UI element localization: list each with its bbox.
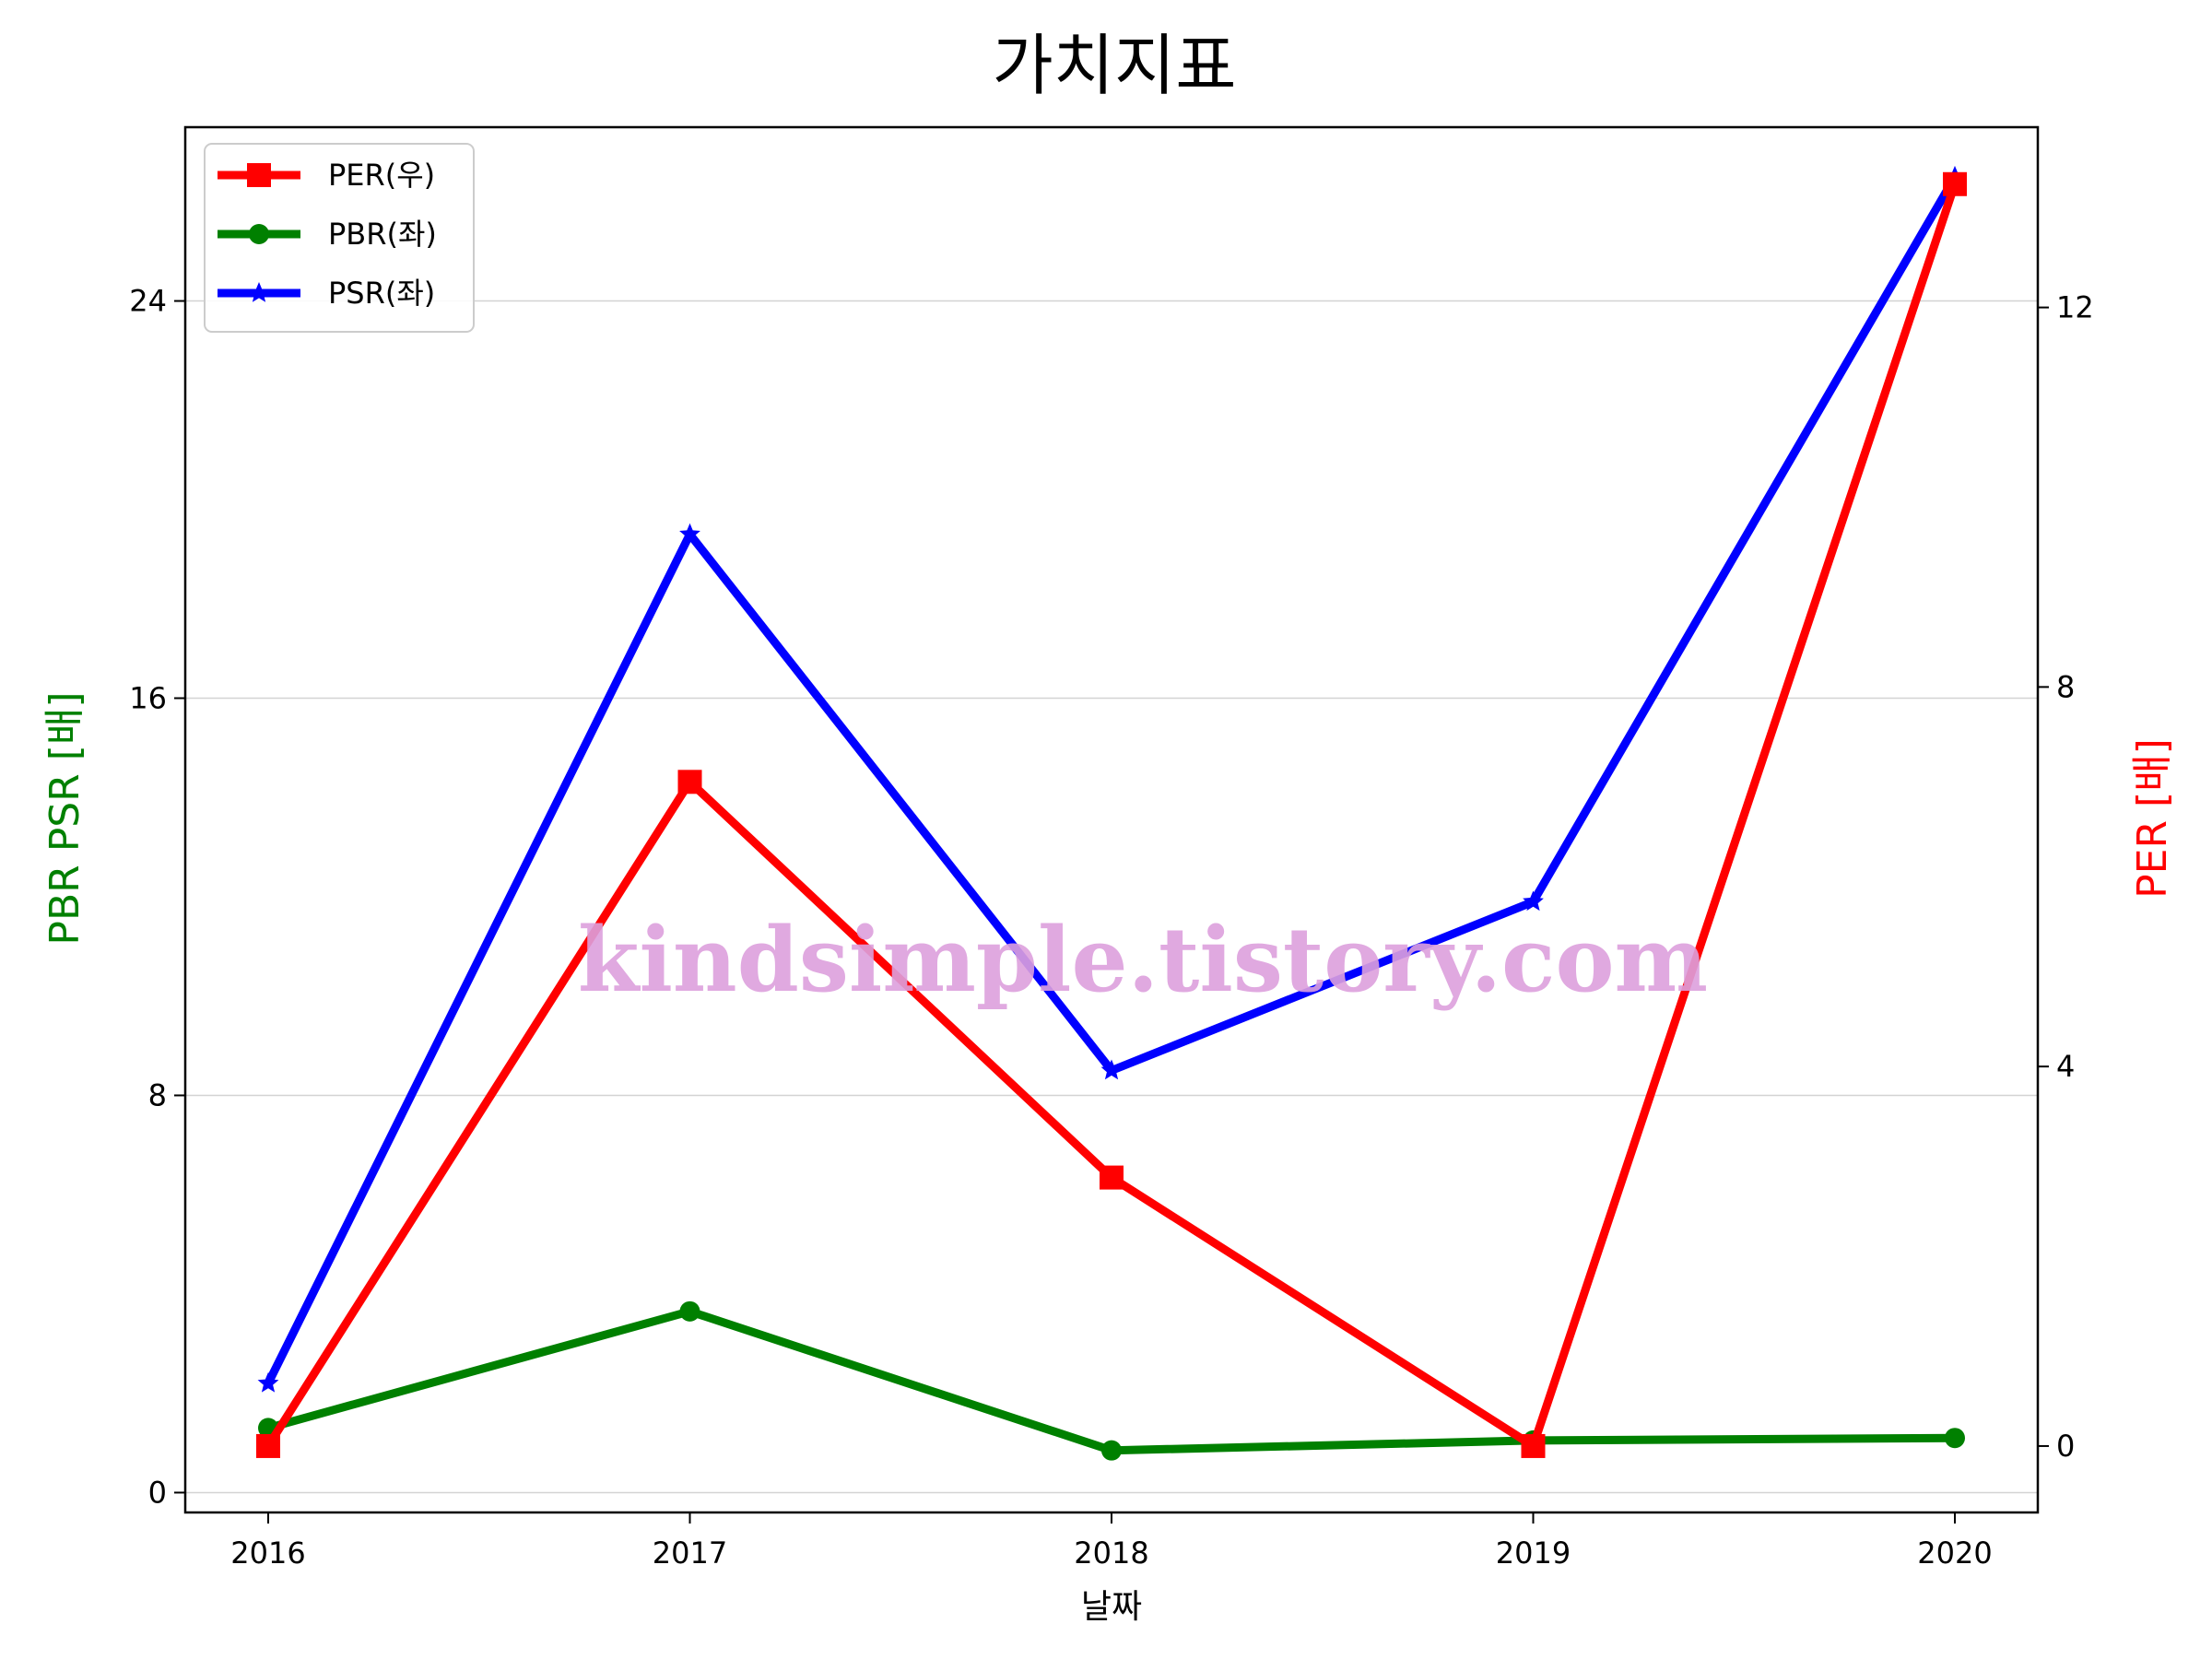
data-point-pbr [1945, 1428, 1965, 1449]
y-left-tick-label: 8 [148, 1077, 167, 1112]
x-tick-label: 2020 [1917, 1535, 1992, 1571]
x-tick-label: 2017 [653, 1535, 727, 1571]
watermark-text: kindsimple.tistory.com [578, 908, 1708, 1012]
data-point-per [1943, 171, 1967, 196]
legend-label-per: PER(우) [328, 158, 435, 193]
legend-box [204, 143, 475, 333]
y-right-tick-label: 12 [2056, 290, 2094, 325]
y-right-tick-label: 4 [2056, 1049, 2075, 1084]
watermark-layer: kindsimple.tistory.com [578, 908, 1708, 1012]
data-point-psr [1100, 1059, 1123, 1080]
y-axis-left: 0 8 16 24 [129, 284, 185, 1510]
data-point-psr [679, 523, 700, 544]
legend-marker-pbr [249, 224, 269, 244]
legend-label-pbr: PBR(좌) [328, 217, 437, 252]
y-axis-left-title: PBR PSR [배] [41, 691, 88, 945]
y-left-tick-label: 16 [129, 681, 167, 716]
data-point-pbr [1101, 1440, 1122, 1461]
legend-marker-per [247, 163, 271, 187]
x-axis-title: 날짜 [1081, 1588, 1142, 1626]
x-axis: 2016 2017 2018 2019 2020 [230, 1512, 1993, 1571]
legend: PER(우) PBR(좌) PSR(좌) [204, 143, 475, 333]
x-tick-label: 2018 [1074, 1535, 1148, 1571]
data-point-per [1521, 1433, 1546, 1458]
series-per [256, 171, 1967, 1458]
y-axis-right-title: PER [배] [2129, 738, 2176, 899]
data-point-per [677, 770, 702, 794]
data-point-per [256, 1433, 280, 1458]
y-right-tick-label: 8 [2056, 669, 2075, 704]
series-layer [256, 165, 1967, 1461]
chart-title: 가치지표 [993, 27, 1237, 104]
x-tick-label: 2019 [1496, 1535, 1571, 1571]
data-point-psr [257, 1371, 279, 1393]
legend-marker-psr [248, 282, 270, 302]
legend-label-psr: PSR(좌) [328, 276, 435, 311]
y-left-tick-label: 24 [129, 284, 167, 319]
x-tick-label: 2016 [230, 1535, 305, 1571]
data-point-per [1100, 1165, 1124, 1190]
y-axis-right: 0 4 8 12 [2038, 290, 2094, 1464]
data-point-pbr [679, 1300, 700, 1322]
y-left-tick-label: 0 [148, 1475, 167, 1510]
y-right-tick-label: 0 [2056, 1429, 2075, 1464]
data-point-psr [1523, 890, 1544, 912]
